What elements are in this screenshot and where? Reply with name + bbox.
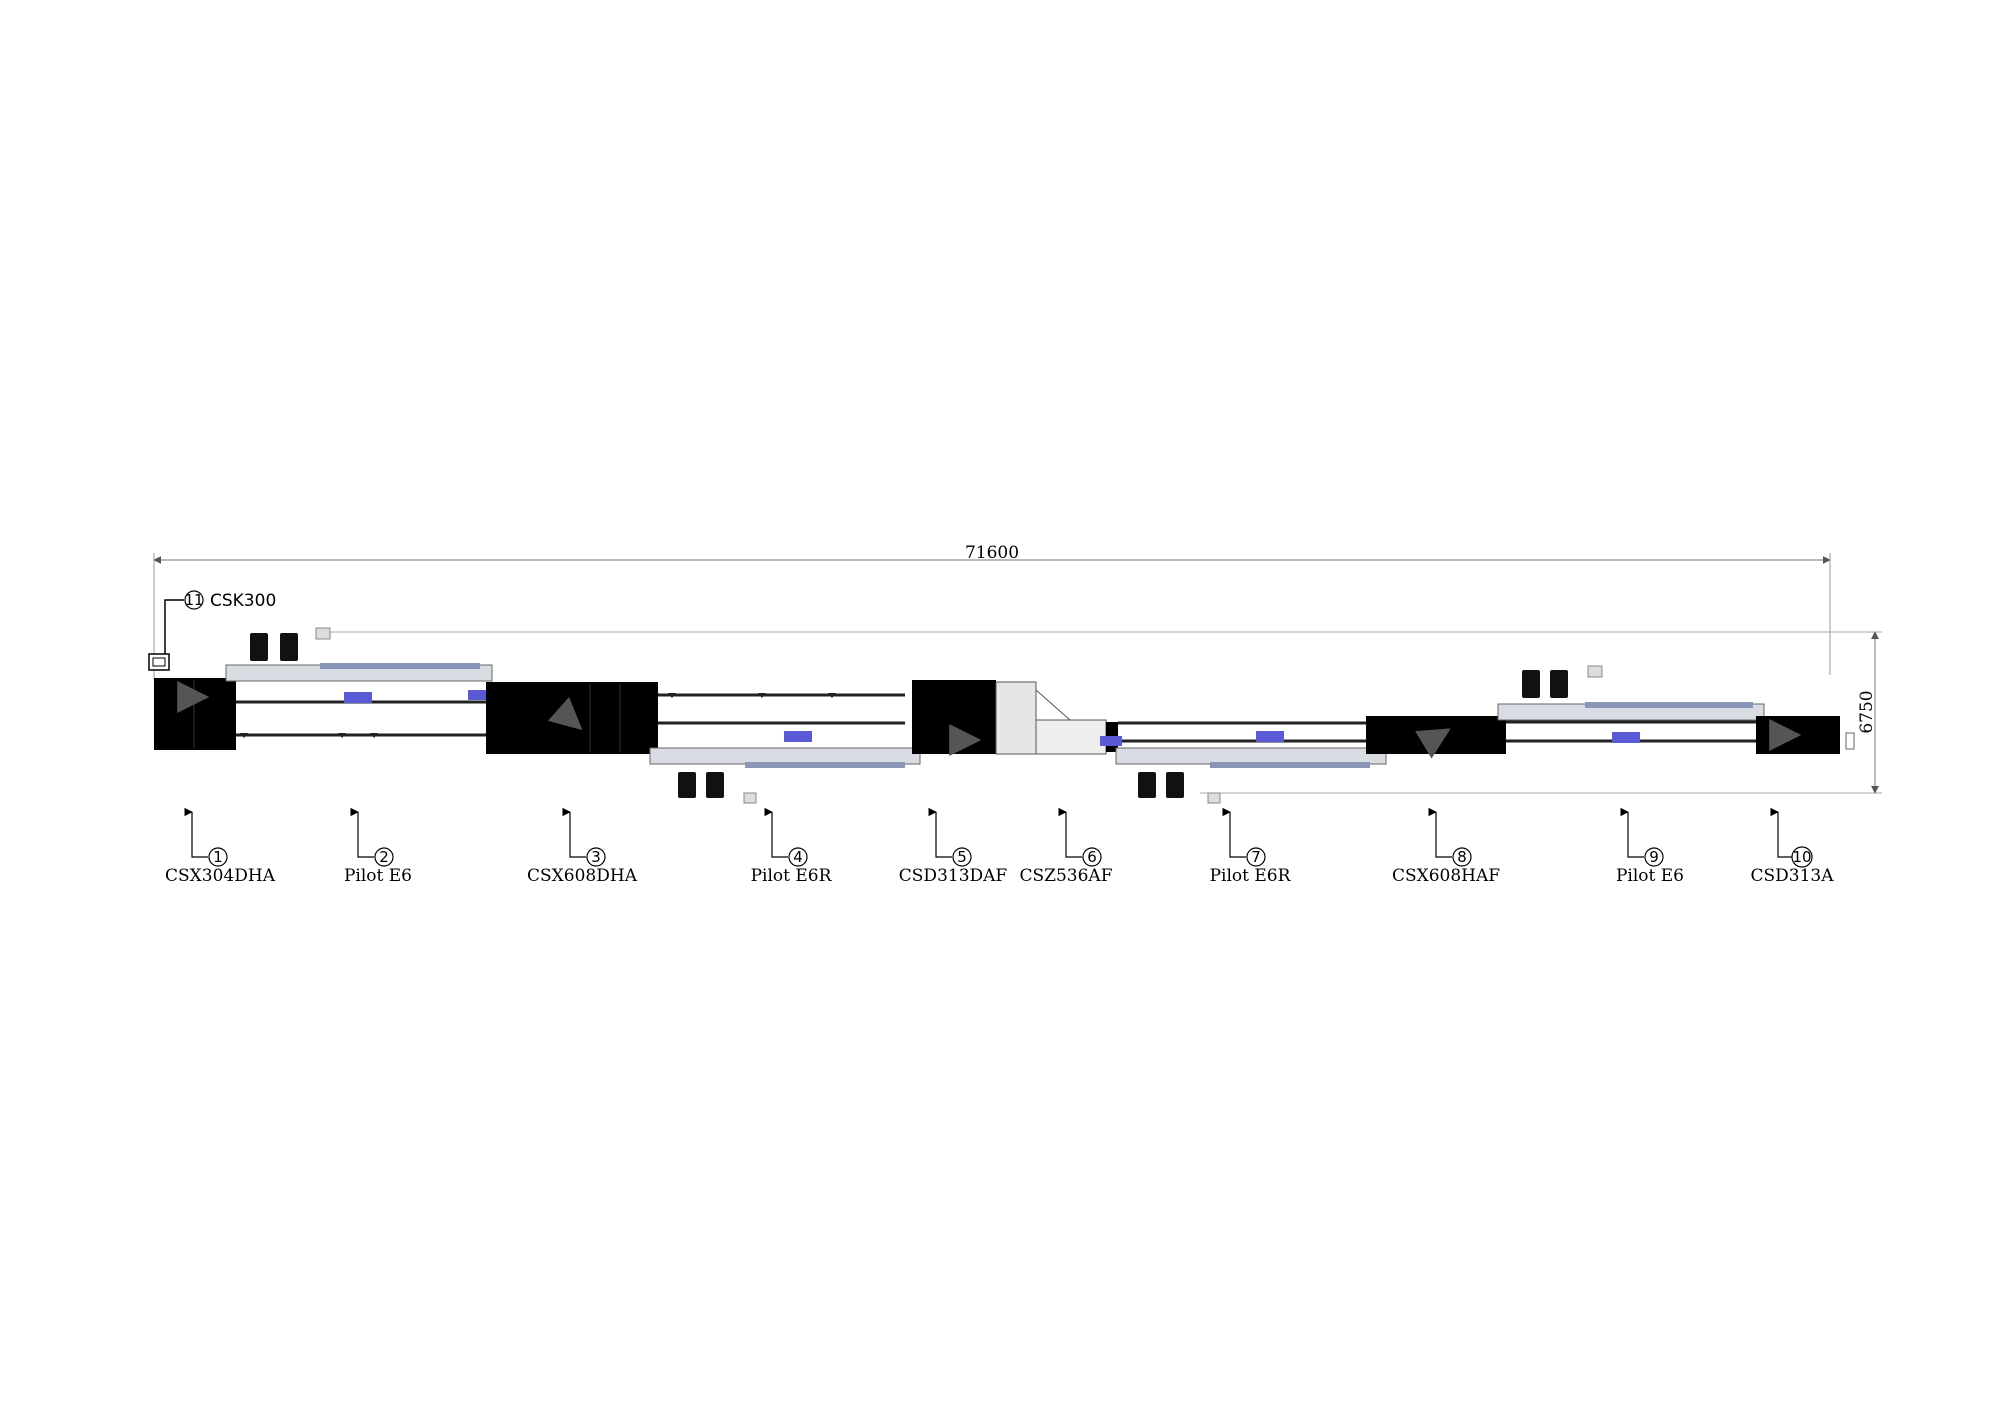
station-3-number: 3 [591,848,601,866]
length-dimension: 71600 [153,543,1831,680]
station-9-label: Pilot E6 [1616,866,1684,886]
machine-csd313daf [912,680,996,756]
station-2-number: 2 [379,848,389,866]
width-value: 6750 [1857,690,1877,733]
station-5-number: 5 [957,848,967,866]
station-5-leader: 5 CSD313DAF [899,807,1008,886]
csk300-callout: 11 CSK300 [148,590,276,671]
station-9-leader: 9 Pilot E6 [1616,807,1684,886]
machine-csz536af [995,681,1122,755]
station-6-label: CSZ536AF [1020,866,1113,886]
station-5-label: CSD313DAF [899,866,1008,886]
station-4-label: Pilot E6R [751,866,833,886]
station-3-label: CSX608DHA [527,866,638,886]
station-8-number: 8 [1457,848,1467,866]
station-4-number: 4 [793,848,803,866]
station-6-leader: 6 CSZ536AF [1020,807,1113,886]
machine-pilot-e6-1 [225,627,493,703]
station-1-leader: 1 CSX304DHA [165,807,276,886]
station-9-number: 9 [1649,848,1659,866]
station-8-leader: 8 CSX608HAF [1392,807,1500,886]
station-4-leader: 4 Pilot E6R [751,807,833,886]
machine-csx304dha [154,678,236,750]
length-value: 71600 [965,543,1019,563]
flow-arrow [547,696,583,731]
station-10-number: 10 [1792,848,1811,866]
flow-arrow [1415,728,1451,759]
station-10-label: CSD313A [1750,866,1834,886]
station-6-number: 6 [1087,848,1097,866]
station-3-leader: 3 CSX608DHA [527,807,638,886]
machine-csx608dha [486,682,658,754]
station-2-label: Pilot E6 [344,866,412,886]
machine-csd313a [1756,716,1855,754]
flow-arrow [344,692,372,703]
machine-pilot-e6r-1 [649,731,921,804]
width-dimension: 6750 [320,631,1882,794]
callout-label: CSK300 [210,591,276,611]
station-8-label: CSX608HAF [1392,866,1500,886]
flow-arrow [1256,731,1284,742]
station-1-label: CSX304DHA [165,866,276,886]
station-7-leader: 7 Pilot E6R [1210,807,1292,886]
station-10-leader: 10 CSD313A [1750,807,1834,886]
station-2-leader: 2 Pilot E6 [344,807,412,886]
flow-arrow [784,731,812,742]
station-7-number: 7 [1251,848,1261,866]
machine-csx608haf [1366,716,1506,759]
machine-pilot-e6-2 [1497,665,1765,743]
conveyor-markers [240,693,836,738]
flow-arrow [1100,736,1122,746]
flow-arrow [1612,732,1640,743]
station-labels: 1 CSX304DHA 2 Pilot E6 3 CSX608DHA 4 Pil… [165,807,1834,886]
station-1-number: 1 [213,848,223,866]
station-7-label: Pilot E6R [1210,866,1292,886]
callout-circle [184,590,204,610]
machine-pilot-e6r-2 [1115,731,1387,804]
callout-number: 11 [184,591,203,609]
